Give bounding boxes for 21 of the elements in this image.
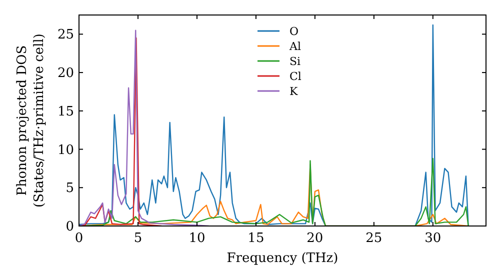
x-tick-label: 15	[248, 231, 264, 246]
legend-label: Al	[288, 40, 302, 53]
legend-label: O	[290, 25, 299, 38]
x-axis-title: Frequency (THz)	[226, 251, 338, 266]
x-tick-label: 20	[306, 231, 324, 246]
legend-label: Cl	[290, 70, 302, 83]
y-tick-label: 20	[57, 66, 74, 82]
x-tick-label: 25	[366, 231, 382, 246]
y-tick-label: 0	[66, 220, 74, 234]
x-tick-label: 5	[134, 231, 142, 246]
x-tick-label: 30	[424, 231, 442, 246]
y-tick-label: 10	[57, 142, 74, 158]
x-tick-label: 10	[188, 231, 206, 246]
line-series	[79, 24, 469, 226]
legend-label: K	[290, 85, 298, 98]
y-tick-label: 25	[57, 28, 74, 43]
y-axis-title: Phonon projected DOS (States/THz·primitive cell)	[15, 33, 47, 208]
legend-label: Si	[290, 55, 302, 68]
y-tick-label: 5	[66, 181, 74, 196]
line-series	[79, 30, 210, 226]
y-tick-label: 15	[57, 104, 74, 120]
